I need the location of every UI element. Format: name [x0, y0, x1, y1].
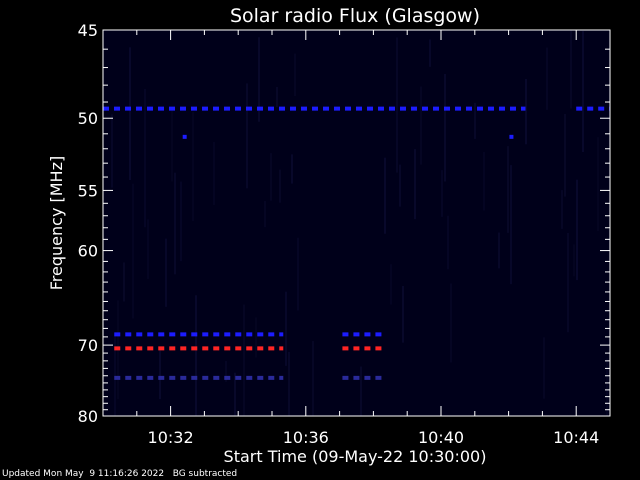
noise-streak: [399, 164, 401, 207]
emission-spot: [182, 134, 187, 139]
noise-streak: [270, 153, 272, 201]
noise-streak: [597, 137, 599, 232]
emission-spots: [182, 134, 514, 139]
noise-streak: [294, 53, 296, 97]
y-tick-label: 55: [78, 181, 98, 200]
updated-timestamp: Updated Mon May 9 11:16:26 2022: [2, 469, 165, 479]
noise-streak: [111, 114, 113, 188]
noise-streak: [576, 179, 578, 281]
y-axis: 45 50 55 60 70 80: [78, 21, 610, 426]
y-tick-label: 45: [78, 21, 98, 40]
noise-streak: [225, 360, 227, 382]
y-axis-label: Frequency [MHz]: [47, 156, 66, 290]
noise-streak: [147, 219, 149, 279]
y-tick-label: 80: [78, 407, 98, 426]
noise-streak: [360, 366, 362, 416]
noise-streak: [255, 317, 257, 358]
noise-streak: [174, 172, 176, 275]
noise-streak: [132, 183, 134, 319]
noise-streak: [561, 190, 563, 229]
chart-title: Solar radio Flux (Glasgow): [230, 5, 480, 27]
x-tick-label: 10:40: [418, 428, 464, 447]
noise-streak: [474, 102, 476, 139]
noise-streak: [441, 170, 443, 217]
emission-bands: [103, 106, 610, 380]
noise-streak: [312, 341, 314, 416]
noise-streak: [564, 113, 566, 197]
noise-streak: [285, 291, 287, 366]
noise-streak: [414, 149, 416, 220]
noise-streak: [570, 30, 572, 109]
noise-streak: [114, 334, 116, 416]
noise-streak: [144, 88, 146, 228]
noise-streak: [606, 358, 608, 416]
noise-streak: [123, 262, 125, 302]
x-tick-label: 10:44: [553, 428, 599, 447]
noise-streak: [525, 78, 527, 145]
processing-mode: BG subtracted: [172, 469, 238, 479]
noise-streak: [582, 31, 584, 153]
noise-streak: [246, 83, 248, 189]
noise-streak: [159, 350, 161, 400]
noise-streak: [258, 37, 260, 122]
noise-streak: [567, 232, 569, 333]
plot-background: [103, 30, 610, 416]
noise-streak: [546, 47, 548, 110]
noise-streak: [384, 157, 386, 234]
noise-streak: [498, 232, 500, 269]
noise-streak: [276, 86, 278, 108]
noise-streak: [213, 141, 215, 205]
noise-streak: [234, 372, 236, 416]
y-tick-label: 50: [78, 109, 98, 128]
emission-spot: [509, 134, 514, 139]
noise-streak: [450, 283, 452, 363]
noise-streak: [243, 304, 245, 416]
y-tick-label: 60: [78, 242, 98, 261]
noise-streak: [402, 286, 404, 343]
plot-frame: [102, 29, 611, 417]
noise-streak: [447, 215, 449, 270]
noise-streak: [573, 244, 575, 277]
noise-streak: [390, 264, 392, 305]
noise-streak: [279, 169, 281, 203]
noise-streak: [444, 74, 446, 182]
noise-streak: [288, 351, 290, 416]
noise-streak: [507, 146, 509, 233]
noise-texture: [111, 30, 608, 416]
noise-streak: [291, 154, 293, 184]
noise-streak: [483, 152, 485, 211]
noise-streak: [165, 238, 167, 307]
noise-streak: [195, 295, 197, 416]
noise-streak: [264, 200, 266, 228]
noise-streak: [192, 111, 194, 222]
x-tick-label: 10:36: [283, 428, 329, 447]
y-tick-label: 70: [78, 336, 98, 355]
noise-streak: [543, 337, 545, 399]
noise-streak: [510, 165, 512, 285]
noise-streak: [420, 86, 422, 165]
noise-streak: [180, 181, 182, 262]
x-tick-label: 10:32: [148, 428, 194, 447]
x-axis-label: Start Time (09-May-22 10:30:00): [224, 447, 487, 466]
noise-streak: [396, 37, 398, 173]
noise-streak: [429, 39, 431, 67]
x-axis: 10:32 10:36 10:40 10:44: [102, 30, 611, 447]
noise-streak: [297, 237, 299, 311]
footer: Updated Mon May 9 11:16:26 2022 BG subtr…: [2, 469, 237, 479]
noise-streak: [171, 107, 173, 182]
noise-streak: [129, 47, 131, 181]
